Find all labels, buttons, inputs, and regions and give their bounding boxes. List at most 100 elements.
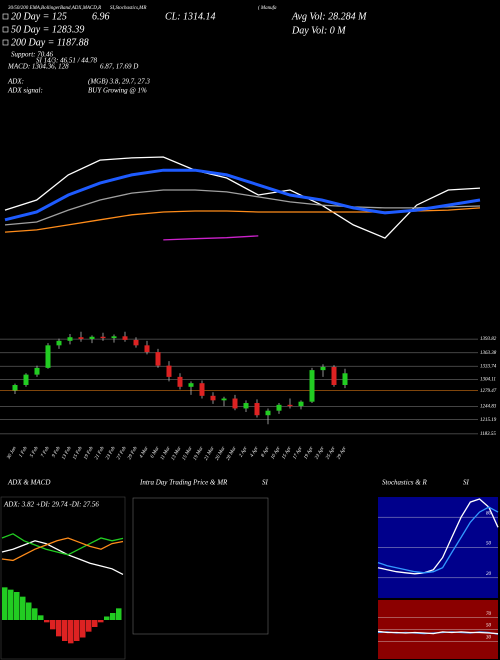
info-text: MACD: 1304.36, 128 [7,63,69,71]
info-text: SI 14/3: 46.51 / 44.78 [36,57,98,65]
y-tick-label: 50 [486,624,492,629]
x-tick-label: 27 Feb [116,446,128,461]
x-tick-label: 15 Apr [282,446,293,460]
candle-body [298,401,304,407]
candle-body [100,336,106,339]
ma-text: 200 Day = 1187.88 [11,37,89,48]
series-line [4,168,481,222]
candle-body [254,403,260,416]
candle-body [177,376,183,387]
series-line [377,498,499,575]
y-tick-label: 50 [486,542,492,547]
x-tick-label: 13 Feb [61,446,73,461]
histogram-bar [86,620,92,632]
candle-body [265,410,271,416]
y-tick-label: 1279.47 [480,389,497,394]
volume-text: Day Vol: 0 M [291,25,346,36]
x-tick-label: 19 Mar [193,446,205,461]
x-tick-label: 28 Mar [226,446,238,461]
candle-body [122,336,128,340]
histogram-bar [14,592,20,620]
x-tick-label: 8 Apr [261,446,271,458]
legend-box [2,26,9,33]
candle-body [276,404,282,411]
info-text: Support: 70.46 [11,51,54,59]
candle-body [320,366,326,371]
adx-text: ADX: 3.82 +DI: 29.74 -DI: 27.56 [3,501,99,509]
y-tick-label: 80 [486,511,492,516]
candle-body [199,383,205,396]
histogram-bar [32,608,38,620]
histogram-bar [20,596,26,620]
candle-body [309,370,315,402]
panel-title: ADX & MACD [7,479,50,487]
histogram-bar [26,602,32,620]
histogram-bar [50,620,56,630]
histogram-bar [80,620,86,638]
histogram-bar [62,620,68,641]
legend-box [2,13,9,20]
candle-body [155,352,161,366]
candle-body [89,336,95,340]
histogram-bar [116,608,122,620]
series-line [1,537,124,562]
histogram-bar [104,616,110,620]
x-tick-label: 29 Feb [127,446,139,461]
y-tick-label: 1393.82 [480,337,497,342]
info-text: ADX signal: [7,87,43,95]
candle-body [45,345,51,368]
y-tick-label: 1363.38 [480,351,497,356]
ma-text: 6.96 [92,11,110,22]
header-text: SI,Stochastics,MR [110,6,146,11]
series-line [377,506,499,574]
x-tick-label: 11 Mar [160,446,172,461]
candle-body [34,367,40,375]
close-price: CL: 1314.14 [165,11,216,22]
y-tick-label: 70 [486,612,492,617]
x-tick-label: 30 Jan [7,446,18,461]
candle-body [166,365,172,377]
x-tick-label: 25 Apr [326,446,337,460]
histogram-bar [98,620,104,623]
x-tick-label: 7 Feb [41,446,51,459]
intraday-box [132,497,269,635]
x-tick-label: 23 Apr [315,446,326,460]
candle-body [210,395,216,401]
y-tick-label: 30 [486,635,492,640]
panel-title: SI [262,479,269,487]
volume-text: Avg Vol: 28.284 M [291,11,367,22]
series-line [1,540,124,575]
x-tick-label: 19 Feb [83,446,95,461]
ma-text: 20 Day = 125 [11,11,67,22]
series-line [4,156,481,239]
panel-title: SI [463,479,470,487]
x-tick-label: 1 Feb [19,446,29,459]
x-tick-label: 9 Feb [52,446,62,459]
header-text: ( Manufa [258,6,277,11]
x-tick-label: 5 Feb [30,446,40,459]
x-tick-label: 4 Mar [139,446,150,459]
candle-body [23,374,29,385]
x-tick-label: 21 Feb [94,446,106,461]
x-tick-label: 15 Feb [72,446,84,461]
y-tick-label: 1333.74 [480,364,497,369]
candle-body [111,336,117,339]
candle-body [331,366,337,385]
x-tick-label: 21 Mar [204,446,216,461]
y-tick-label: 1183.55 [480,432,496,437]
candle-body [232,398,238,409]
candle-body [342,373,348,385]
series-line [4,189,481,226]
candle-body [67,337,73,341]
header-text: 30/50/200 EMA,BollingerBand,ADX,MACD,R [8,6,101,11]
x-tick-label: 29 Apr [337,446,348,460]
info-text: (MGB) 3.8, 29.7, 27.3 [88,78,150,86]
panel-title: Intra Day Trading Price & MR [139,479,228,487]
info-text: ADX: [7,78,24,86]
candle-body [221,398,227,401]
x-tick-label: 26 Mar [215,446,227,461]
x-tick-label: 13 Mar [171,446,183,461]
panel-title: Stochastics & R [382,479,427,487]
y-tick-label: 1215.19 [480,418,497,423]
